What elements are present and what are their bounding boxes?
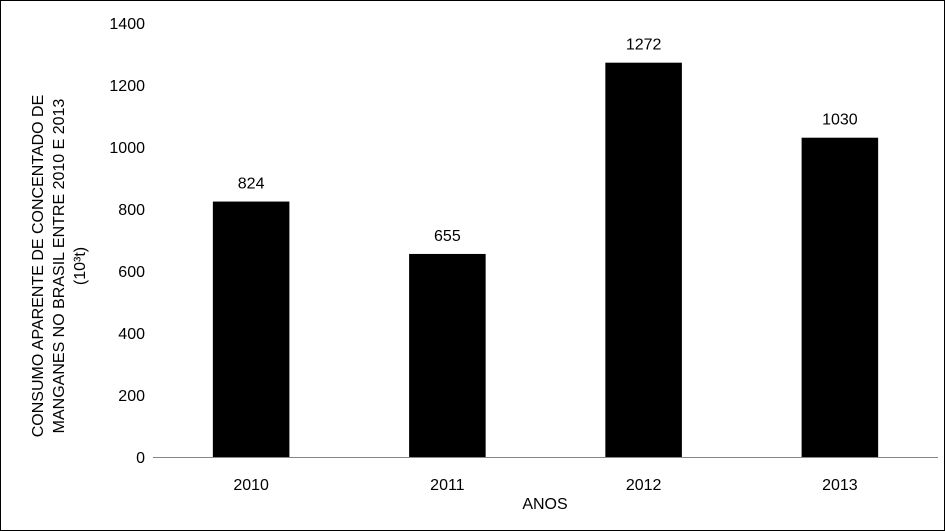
x-tick-label: 2012	[626, 477, 662, 494]
y-axis-title-line-2: MANGANES NO BRASIL ENTRE 2010 E 2013	[51, 99, 68, 434]
y-tick-label: 200	[118, 388, 145, 405]
y-tick-label: 400	[118, 326, 145, 343]
y-axis-title-line-1: CONSUMO APARENTE DE CONCENTADO DE	[30, 95, 47, 438]
x-tick-label: 2011	[430, 477, 465, 494]
x-tick-label: 2010	[233, 477, 269, 494]
bar-2010	[212, 201, 290, 457]
data-label-2010: 824	[238, 176, 265, 193]
x-axis-title: ANOS	[522, 496, 567, 513]
y-axis-ticks: 0 200 400 600 800 1000 1200 1400	[109, 16, 145, 467]
bars-group	[212, 62, 879, 458]
y-tick-label: 1400	[109, 16, 145, 33]
data-label-2013: 1030	[822, 112, 858, 129]
y-tick-label: 0	[136, 450, 145, 467]
x-tick-label: 2013	[822, 477, 858, 494]
y-tick-label: 1000	[109, 140, 145, 157]
y-tick-label: 1200	[109, 78, 145, 95]
y-axis-title-line-3: (10³t)	[72, 247, 89, 285]
bar-2011	[409, 253, 486, 457]
data-label-2011: 655	[434, 228, 461, 245]
data-label-2012: 1272	[626, 37, 662, 54]
y-axis-title: CONSUMO APARENTE DE CONCENTADO DE MANGAN…	[30, 95, 89, 438]
x-axis-ticks: 2010 2011 2012 2013	[233, 477, 857, 494]
bar-2013	[801, 137, 879, 457]
data-labels-group: 824 655 1272 1030	[238, 37, 858, 245]
bar-2012	[605, 62, 682, 458]
y-tick-label: 600	[118, 264, 145, 281]
y-tick-label: 800	[118, 202, 145, 219]
